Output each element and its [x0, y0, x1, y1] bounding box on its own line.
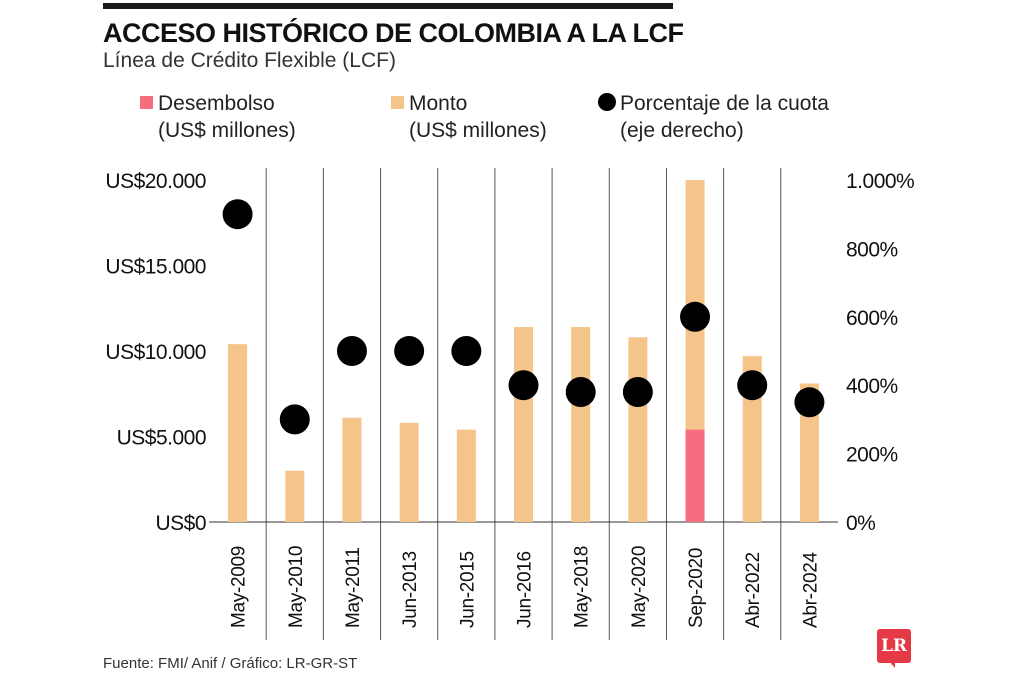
x-tick-label: Abr-2024 — [800, 552, 821, 628]
bar-monto — [628, 337, 648, 522]
y-tick-label-right: 200% — [846, 444, 898, 467]
y-tick-label-right: 0% — [846, 512, 875, 535]
x-tick-label: Jun-2016 — [515, 551, 536, 628]
bar-monto — [399, 422, 419, 522]
y-tick-label-right: 800% — [846, 238, 898, 261]
x-tick-label: Jun-2015 — [457, 551, 478, 628]
legend-unit-desembolso: (US$ millones) — [158, 119, 296, 142]
legend-unit-monto: (US$ millones) — [409, 119, 547, 142]
bar-monto — [456, 429, 476, 522]
x-tick-label: Abr-2022 — [743, 552, 764, 628]
x-tick-label: May-2018 — [572, 546, 593, 628]
legend-dot-porcentaje — [598, 93, 616, 111]
point-porcentaje — [279, 404, 310, 435]
point-porcentaje — [794, 387, 825, 418]
y-tick-label-left: US$15.000 — [105, 256, 206, 279]
bar-desembolso — [685, 429, 705, 522]
legend-label-desembolso: Desembolso — [158, 92, 275, 115]
point-porcentaje — [737, 370, 768, 401]
lr-logo-tail — [888, 660, 895, 668]
x-tick-label: May-2009 — [229, 546, 250, 628]
legend-swatch-desembolso — [140, 96, 153, 109]
x-tick-label: May-2011 — [343, 547, 364, 628]
chart-subtitle: Línea de Crédito Flexible (LCF) — [103, 49, 396, 72]
legend-swatch-monto — [391, 96, 404, 109]
x-tick-label: May-2020 — [629, 546, 650, 628]
chart-title: ACCESO HISTÓRICO DE COLOMBIA A LA LCF — [103, 18, 684, 48]
y-tick-label-left: US$5.000 — [117, 427, 206, 450]
top-rule — [103, 3, 673, 9]
bar-monto — [514, 327, 533, 522]
legend-unit-porcentaje: (eje derecho) — [620, 119, 744, 142]
point-porcentaje — [394, 336, 425, 366]
point-porcentaje — [508, 370, 539, 401]
lr-logo: LR — [877, 629, 911, 663]
x-tick-label: Jun-2013 — [400, 551, 421, 628]
source-note: Fuente: FMI/ Anif / Gráfico: LR-GR-ST — [103, 655, 358, 672]
bar-monto — [571, 327, 591, 522]
y-tick-label-left: US$0 — [155, 512, 206, 535]
point-porcentaje — [622, 377, 653, 408]
bar-monto — [342, 417, 362, 522]
bar-monto — [285, 470, 305, 522]
y-tick-label-left: US$10.000 — [105, 341, 206, 364]
bar-monto — [228, 344, 248, 522]
x-tick-label: Sep-2020 — [686, 548, 707, 628]
point-porcentaje — [451, 336, 482, 366]
y-tick-label-left: US$20.000 — [105, 170, 206, 193]
point-porcentaje — [680, 301, 711, 332]
legend: Desembolso (US$ millones) Monto (US$ mil… — [0, 90, 1024, 150]
bar-monto — [799, 383, 819, 522]
legend-label-monto: Monto — [409, 92, 468, 115]
point-porcentaje — [336, 336, 367, 366]
x-tick-label: May-2010 — [286, 546, 307, 628]
point-porcentaje — [565, 377, 596, 408]
legend-label-porcentaje: Porcentaje de la cuota — [620, 92, 829, 115]
y-tick-label-right: 600% — [846, 307, 898, 330]
y-tick-label-right: 1.000% — [846, 170, 914, 193]
point-porcentaje — [222, 199, 253, 230]
y-tick-label-right: 400% — [846, 375, 898, 398]
